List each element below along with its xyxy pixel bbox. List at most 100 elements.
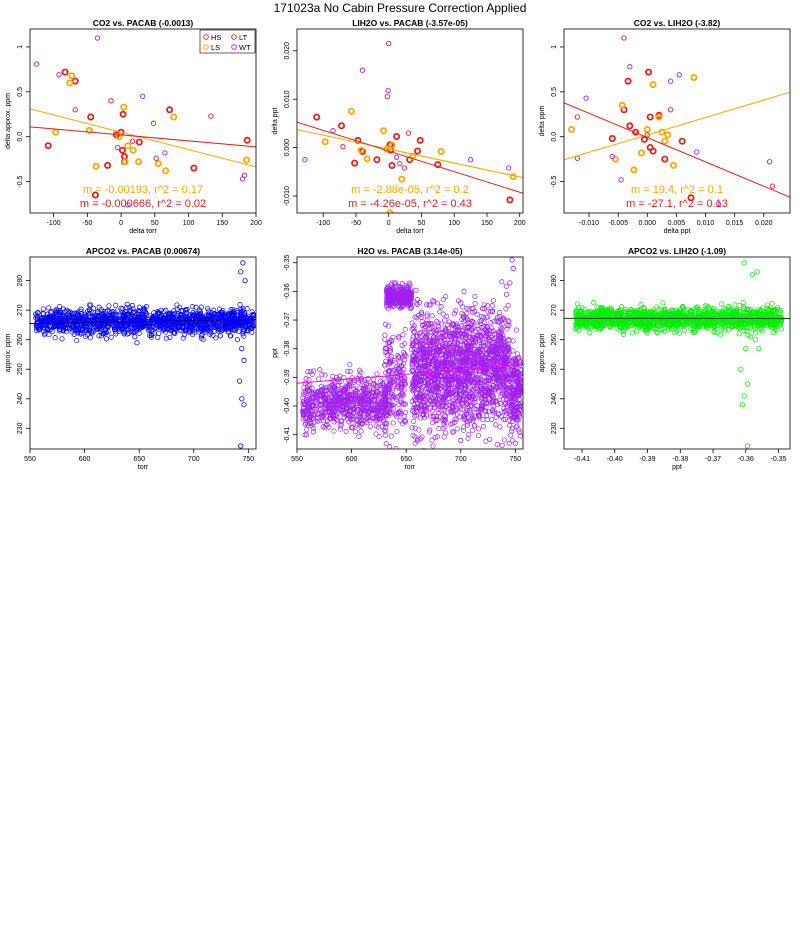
data-point (402, 293, 408, 299)
data-point-h2o (503, 291, 510, 297)
legend-label: WT (239, 43, 251, 52)
data-point (431, 299, 437, 305)
x-axis-label: delta ppt (664, 228, 691, 235)
data-point (182, 314, 188, 320)
data-point (241, 333, 247, 339)
y-tick-label: -0.35 (284, 255, 291, 271)
data-point (351, 387, 357, 393)
x-tick-label: 150 (216, 220, 228, 227)
data-point (123, 312, 129, 318)
figure-title: 171023a No Cabin Pressure Correction App… (273, 1, 527, 15)
data-point (399, 288, 405, 294)
x-axis-label: delta torr (129, 228, 157, 235)
data-point-ls (363, 155, 371, 163)
data-point-hs (393, 132, 401, 140)
data-point-apco2 (242, 277, 248, 284)
data-point-apco2 (124, 301, 130, 307)
plot-area (564, 35, 790, 207)
data-point-h2o (507, 280, 513, 286)
data-point (213, 335, 219, 341)
data-point-hs (388, 161, 396, 169)
data-point (349, 424, 355, 430)
data-point-lt (621, 35, 627, 41)
data-point (471, 423, 477, 429)
data-point (136, 330, 142, 336)
fit-line (297, 129, 523, 179)
legend-marker (203, 34, 209, 40)
data-point (320, 418, 326, 424)
data-point (478, 450, 482, 454)
data-point-apco2 (238, 443, 244, 449)
data-point (402, 327, 408, 333)
fit-line (30, 108, 256, 168)
data-point (347, 380, 353, 386)
data-point-hs (87, 113, 95, 121)
y-tick-label: 0.5 (551, 87, 558, 97)
data-point-apco2 (134, 340, 140, 346)
data-point (372, 408, 378, 414)
data-point-ls (630, 166, 638, 174)
data-point (377, 382, 383, 388)
data-point (472, 293, 478, 299)
data-point (300, 416, 306, 422)
data-point-lt (340, 144, 346, 150)
data-point (304, 432, 310, 438)
data-point-wt (56, 72, 62, 78)
data-point (399, 281, 405, 287)
data-point-ls (509, 173, 517, 181)
data-point (315, 393, 321, 399)
data-point (319, 371, 325, 378)
plot-area (297, 40, 523, 213)
data-point-wt (140, 93, 146, 99)
x-tick-label: 0.000 (639, 220, 657, 227)
data-point (162, 313, 168, 319)
y-tick-label: -0.38 (284, 341, 291, 357)
x-tick-label: 550 (291, 456, 303, 463)
data-point (429, 313, 435, 319)
data-point (369, 415, 375, 421)
data-point (82, 315, 88, 321)
data-point (332, 398, 338, 404)
data-point (363, 390, 369, 397)
data-point-hs (649, 147, 657, 155)
data-point-hs (416, 136, 424, 144)
data-point-hs (44, 142, 52, 150)
data-point (137, 312, 143, 319)
data-point-lt (405, 130, 412, 136)
x-tick-label: 0 (387, 220, 391, 227)
data-point (166, 327, 172, 333)
data-point (417, 330, 423, 336)
data-point (118, 305, 124, 311)
data-point (239, 315, 245, 321)
data-point (333, 406, 339, 412)
data-point-ls (243, 156, 251, 164)
data-point (163, 329, 169, 335)
data-point (96, 304, 102, 310)
data-point (177, 304, 183, 310)
data-point (76, 314, 82, 320)
data-point (227, 321, 233, 327)
data-point (314, 418, 320, 425)
data-point (460, 304, 466, 310)
data-point-hs (645, 68, 653, 76)
fit-line (30, 126, 256, 148)
data-point (249, 325, 255, 331)
data-point (195, 327, 201, 333)
data-point (124, 331, 130, 337)
data-point (101, 318, 107, 324)
data-point-apco2 (132, 334, 138, 340)
data-point (503, 283, 509, 289)
data-point-hs (190, 164, 198, 172)
x-axis-label: torr (138, 464, 149, 471)
data-point (235, 310, 241, 316)
data-point (225, 325, 232, 331)
data-point (174, 302, 180, 308)
data-point (382, 332, 388, 338)
data-point (245, 327, 251, 333)
fit-line (564, 91, 790, 161)
x-tick-label: 600 (79, 456, 91, 463)
data-point-ls (170, 113, 178, 121)
data-point (320, 408, 326, 414)
fit-line (297, 121, 523, 194)
